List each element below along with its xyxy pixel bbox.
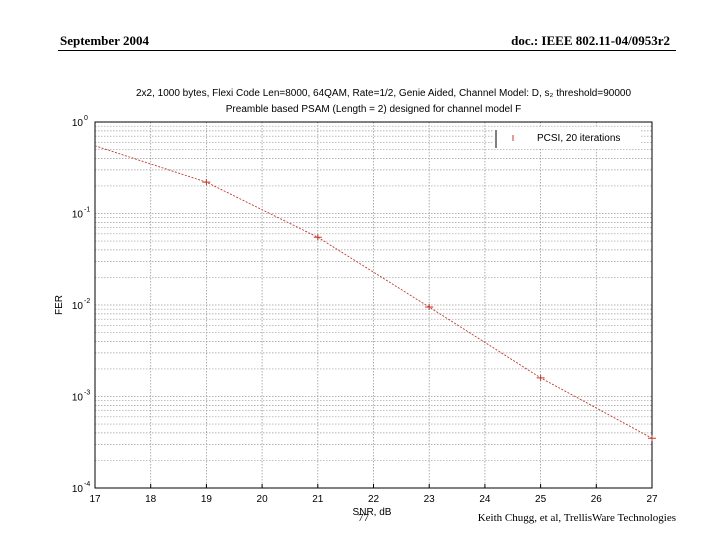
- y-tick-label-base: 10: [72, 393, 84, 404]
- header-date: September 2004: [60, 33, 149, 48]
- chart-title: 2x2, 1000 bytes, Flexi Code Len=8000, 64…: [136, 88, 631, 99]
- data-point-marker: [648, 435, 656, 442]
- x-tick-label: 20: [257, 494, 269, 505]
- legend-box: [493, 128, 641, 148]
- x-tick-label: 27: [646, 494, 658, 505]
- x-tick-label: 21: [312, 494, 324, 505]
- x-tick-label: 22: [368, 494, 380, 505]
- y-tick-label-base: 10: [72, 210, 84, 221]
- chart-subtitle: Preamble based PSAM (Length = 2) designe…: [226, 104, 521, 115]
- y-tick-label-exponent: -2: [84, 298, 90, 305]
- data-point-marker: [425, 304, 434, 311]
- y-axis-label: FER: [54, 295, 65, 315]
- footer-author: Keith Chugg, et al, TrellisWare Technolo…: [477, 512, 676, 524]
- data-point-marker: [536, 374, 545, 381]
- x-tick-label: 19: [201, 494, 213, 505]
- y-tick-label-base: 10: [72, 301, 84, 312]
- data-point-marker: [202, 179, 211, 186]
- x-tick-label: 17: [89, 494, 101, 505]
- x-tick-label: 26: [591, 494, 603, 505]
- y-tick-label-base: 10: [72, 118, 84, 129]
- header-doc-id: doc.: IEEE 802.11-04/0953r2: [511, 33, 670, 48]
- legend-label: PCSI, 20 iterations: [537, 133, 620, 144]
- x-tick-label: 23: [424, 494, 436, 505]
- series-line: [94, 145, 653, 439]
- footer-page-number: 77: [358, 512, 369, 524]
- x-tick-label: 25: [535, 494, 547, 505]
- x-tick-label: 18: [145, 494, 157, 505]
- y-tick-label-exponent: -3: [84, 390, 90, 397]
- y-tick-label-exponent: -1: [84, 207, 90, 214]
- x-tick-label: 24: [479, 494, 491, 505]
- y-tick-label-exponent: 0: [84, 115, 88, 122]
- header-divider: [58, 50, 676, 51]
- y-tick-label-exponent: -4: [84, 481, 90, 488]
- x-axis-label: SNR, dB: [353, 507, 392, 518]
- y-tick-label-base: 10: [72, 484, 84, 495]
- data-point-marker: [313, 234, 322, 241]
